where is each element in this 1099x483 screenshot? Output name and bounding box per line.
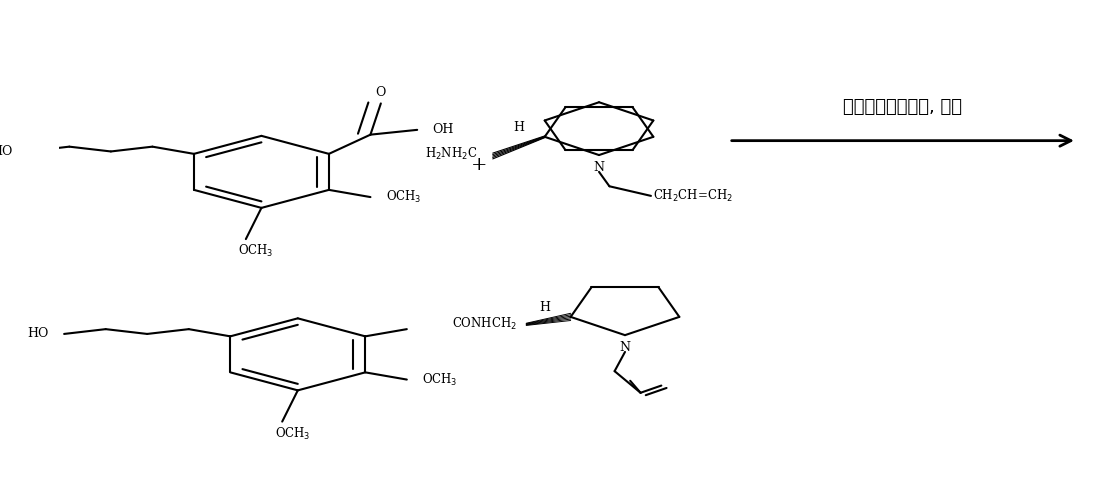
Text: OCH$_3$: OCH$_3$	[422, 371, 458, 388]
Text: N: N	[620, 341, 631, 354]
Text: HO: HO	[27, 327, 48, 341]
Text: OCH$_3$: OCH$_3$	[275, 426, 310, 441]
Text: O: O	[376, 85, 386, 99]
Text: +: +	[471, 156, 488, 174]
Text: H: H	[513, 121, 524, 134]
Text: CONHCH$_2$: CONHCH$_2$	[452, 316, 518, 332]
Text: H: H	[540, 301, 551, 314]
Text: OCH$_3$: OCH$_3$	[238, 243, 274, 259]
Text: OH: OH	[433, 123, 454, 136]
Text: OCH$_3$: OCH$_3$	[386, 189, 421, 205]
Text: HO: HO	[0, 145, 12, 158]
Text: CH$_2$CH=CH$_2$: CH$_2$CH=CH$_2$	[653, 188, 732, 204]
Text: H$_2$NH$_2$C: H$_2$NH$_2$C	[425, 145, 477, 162]
Text: N: N	[593, 160, 604, 173]
Text: 二环己基碳二亚胺, 尺呀: 二环己基碳二亚胺, 尺呀	[843, 98, 963, 116]
